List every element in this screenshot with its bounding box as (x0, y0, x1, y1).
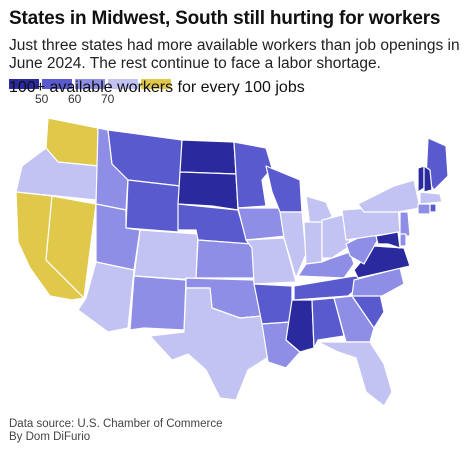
state-co (133, 229, 199, 281)
state-nm (129, 275, 187, 331)
state-nj (399, 211, 411, 237)
legend-top-label: 100+ available workers for every 100 job… (9, 79, 305, 96)
state-wy (125, 179, 181, 233)
state-al (311, 297, 345, 349)
footer: Data source: U.S. Chamber of Commerce By… (9, 418, 222, 444)
state-wi (265, 165, 303, 213)
state-vt (417, 165, 425, 193)
chart-subtitle: Just three states had more available wor… (9, 37, 460, 72)
state-de (399, 233, 407, 247)
state-nv (45, 195, 97, 299)
state-ms (285, 299, 315, 353)
state-mn (233, 141, 273, 209)
legend-tick-label: 70 (101, 92, 115, 106)
state-tx (149, 287, 271, 401)
state-ks (195, 239, 255, 279)
state-in (303, 221, 323, 265)
state-ga (333, 295, 375, 343)
state-ny (357, 179, 421, 213)
state-ct (417, 203, 431, 215)
state-ma (419, 191, 443, 205)
legend-tick-label: 50 (35, 92, 49, 106)
state-il (279, 211, 307, 279)
state-nh (423, 165, 433, 193)
state-ky (297, 251, 355, 279)
data-source-note: Data source: U.S. Chamber of Commerce (9, 418, 223, 430)
legend-swatch (75, 79, 105, 89)
state-az (77, 261, 135, 333)
legend-tick-label: 60 (68, 92, 82, 106)
state-md (375, 231, 401, 249)
state-nd (179, 139, 237, 175)
state-ia (237, 207, 287, 241)
color-legend: 50 60 70 (9, 79, 174, 107)
state-mo (245, 237, 297, 285)
byline: By Dom DiFurio (9, 431, 91, 443)
legend-swatch (9, 79, 39, 89)
legend-swatch (108, 79, 138, 89)
legend-ticks: 50 60 70 (9, 89, 174, 107)
state-oh (321, 213, 351, 259)
legend-swatch (42, 79, 72, 89)
state-sd (177, 171, 239, 211)
chart-title: States in Midwest, South still hurting f… (9, 8, 441, 29)
state-ri (429, 203, 437, 213)
legend-color-bar (9, 79, 174, 89)
legend-swatch (141, 79, 171, 89)
state-fl (317, 341, 393, 407)
